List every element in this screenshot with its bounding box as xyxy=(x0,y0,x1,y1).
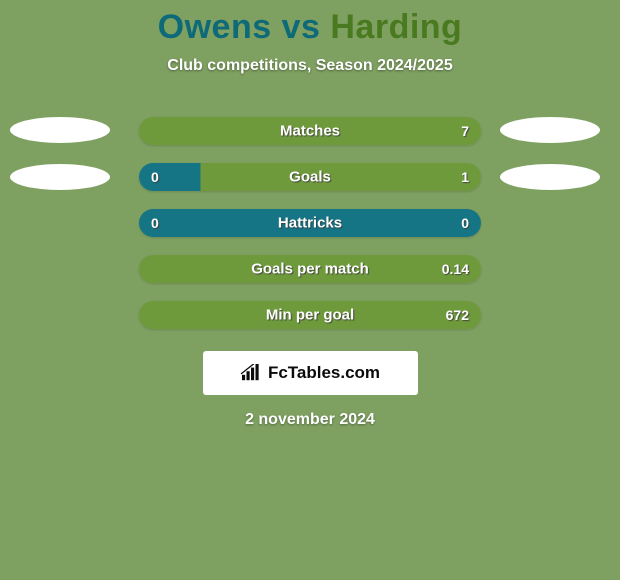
stat-label: Min per goal xyxy=(266,307,354,324)
stat-right-value: 0 xyxy=(461,215,469,231)
stat-row: 0 Goals 1 xyxy=(0,163,620,191)
stat-bar: Goals per match 0.14 xyxy=(139,255,481,283)
subtitle-text: Club competitions, Season 2024/2025 xyxy=(0,57,620,75)
stat-row: Matches 7 xyxy=(0,117,620,145)
stat-bar: 0 Goals 1 xyxy=(139,163,481,191)
stat-rows: Matches 7 0 Goals 1 0 Hattricks 0 xyxy=(0,117,620,329)
stat-label: Goals xyxy=(289,169,331,186)
comparison-card: Owens vs Harding Club competitions, Seas… xyxy=(0,0,620,580)
stat-bar: 0 Hattricks 0 xyxy=(139,209,481,237)
stat-bar: Matches 7 xyxy=(139,117,481,145)
stat-left-value: 0 xyxy=(151,215,159,231)
stat-label: Matches xyxy=(280,123,340,140)
player-b-name: Harding xyxy=(330,8,462,46)
stat-left-value: 0 xyxy=(151,169,159,185)
stat-right-value: 0.14 xyxy=(442,261,469,277)
stat-right-value: 7 xyxy=(461,123,469,139)
badge-placeholder-left xyxy=(10,117,110,143)
badge-placeholder-right xyxy=(500,117,600,143)
stat-row: Min per goal 672 xyxy=(0,301,620,329)
page-title: Owens vs Harding xyxy=(0,0,620,47)
brand-badge[interactable]: FcTables.com xyxy=(203,351,418,395)
player-a-name: Owens xyxy=(158,8,272,46)
stat-right-value: 1 xyxy=(461,169,469,185)
badge-placeholder-left xyxy=(10,164,110,190)
stat-label: Goals per match xyxy=(251,261,369,278)
stat-row: 0 Hattricks 0 xyxy=(0,209,620,237)
vs-text: vs xyxy=(282,8,321,46)
stat-right-value: 672 xyxy=(446,307,469,323)
bar-chart-icon xyxy=(240,364,262,382)
stat-row: Goals per match 0.14 xyxy=(0,255,620,283)
stat-bar: Min per goal 672 xyxy=(139,301,481,329)
brand-text: FcTables.com xyxy=(268,363,380,383)
stat-label: Hattricks xyxy=(278,215,342,232)
date-text: 2 november 2024 xyxy=(0,411,620,429)
badge-placeholder-right xyxy=(500,164,600,190)
